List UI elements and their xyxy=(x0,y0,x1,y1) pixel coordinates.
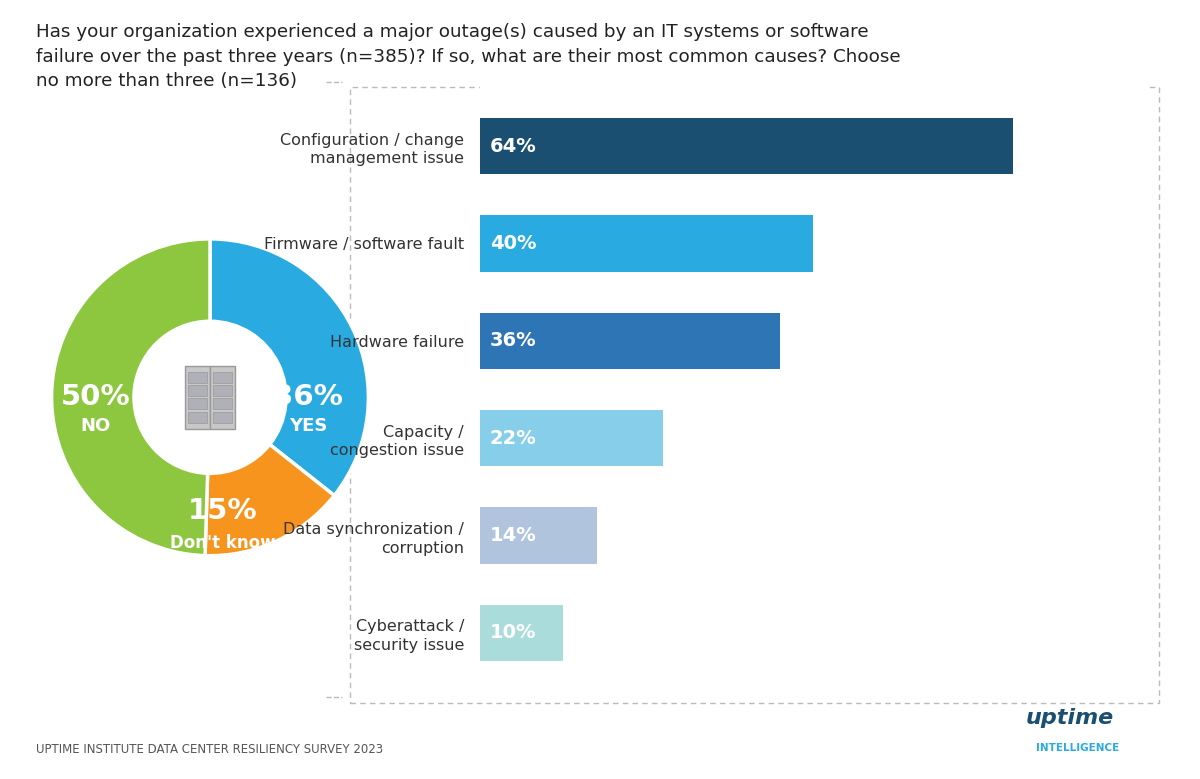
FancyBboxPatch shape xyxy=(210,365,235,429)
Text: 50%: 50% xyxy=(61,383,131,411)
Text: 64%: 64% xyxy=(490,136,536,156)
Bar xyxy=(480,312,780,369)
Bar xyxy=(480,215,814,272)
Text: 14%: 14% xyxy=(490,526,536,545)
Text: YES: YES xyxy=(289,417,328,435)
Text: Don't know: Don't know xyxy=(170,534,276,552)
FancyBboxPatch shape xyxy=(188,411,206,423)
Bar xyxy=(480,118,1013,174)
Text: UPTIME INSTITUTE DATA CENTER RESILIENCY SURVEY 2023: UPTIME INSTITUTE DATA CENTER RESILIENCY … xyxy=(36,742,383,756)
Text: 64%: 64% xyxy=(1020,136,1067,156)
Text: 15%: 15% xyxy=(188,497,258,525)
Text: 22%: 22% xyxy=(490,428,536,448)
Bar xyxy=(480,605,563,661)
Text: uptime: uptime xyxy=(1026,708,1115,728)
Text: 10%: 10% xyxy=(570,623,617,643)
Text: 40%: 40% xyxy=(820,234,866,253)
FancyBboxPatch shape xyxy=(214,398,232,409)
FancyBboxPatch shape xyxy=(214,385,232,396)
Text: 22%: 22% xyxy=(670,428,716,448)
FancyBboxPatch shape xyxy=(214,411,232,423)
FancyBboxPatch shape xyxy=(185,365,210,429)
Text: NO: NO xyxy=(80,417,112,435)
Wedge shape xyxy=(205,445,335,555)
Text: 36%: 36% xyxy=(490,331,536,351)
Text: INTELLIGENCE: INTELLIGENCE xyxy=(1036,743,1118,753)
FancyBboxPatch shape xyxy=(188,385,206,396)
Text: Has your organization experienced a major outage(s) caused by an IT systems or s: Has your organization experienced a majo… xyxy=(36,23,901,90)
Bar xyxy=(480,507,596,564)
Bar xyxy=(480,410,664,467)
FancyBboxPatch shape xyxy=(188,398,206,409)
Text: 10%: 10% xyxy=(490,623,536,643)
FancyBboxPatch shape xyxy=(214,372,232,382)
Text: 40%: 40% xyxy=(490,234,536,253)
Wedge shape xyxy=(52,239,210,555)
Wedge shape xyxy=(210,239,368,495)
FancyBboxPatch shape xyxy=(188,372,206,382)
Text: 36%: 36% xyxy=(786,331,833,351)
Text: 36%: 36% xyxy=(274,383,343,411)
Text: 14%: 14% xyxy=(604,526,650,545)
